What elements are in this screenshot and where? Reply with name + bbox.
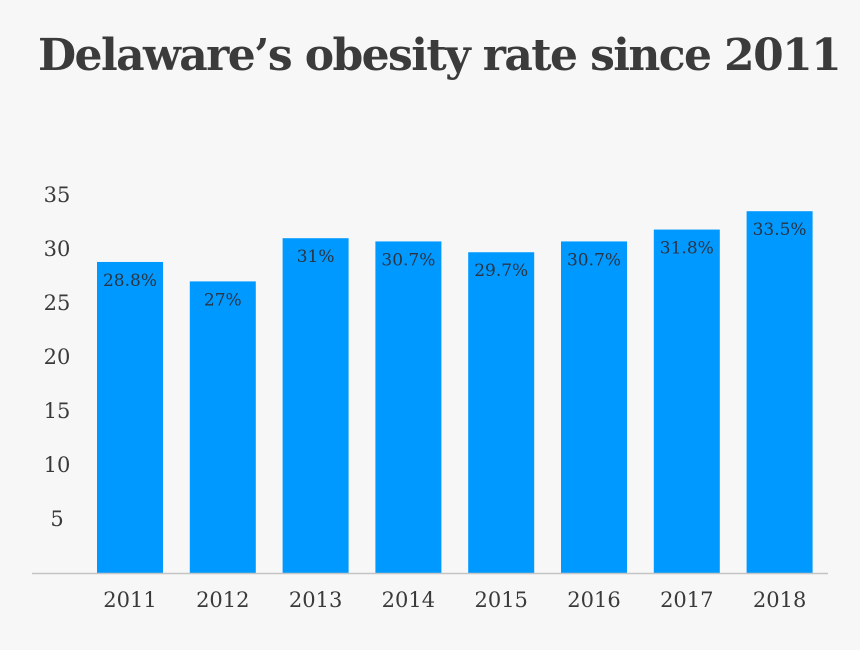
bar (561, 241, 627, 573)
x-tick-label: 2011 (103, 588, 156, 612)
y-tick-label: 5 (50, 507, 63, 531)
x-tick-label: 2018 (753, 588, 806, 612)
x-tick-label: 2013 (289, 588, 342, 612)
bar (375, 241, 442, 573)
y-axis-ticks: 5 10 15 20 25 30 35 (44, 183, 71, 531)
bar (468, 252, 535, 574)
y-tick-label: 35 (44, 183, 71, 207)
y-tick-label: 25 (44, 291, 71, 315)
bar (97, 261, 163, 573)
bars (97, 211, 813, 574)
bar-data-labels: 28.8% 27% 31% 30.7% 29.7% 30.7% 31.8% 33.5% (103, 220, 807, 310)
bar-data-label: 30.7% (381, 250, 435, 270)
bar-data-label: 28.8% (103, 271, 157, 291)
bar (653, 229, 720, 573)
bar (746, 211, 813, 573)
bar (189, 281, 256, 573)
bar-data-label: 31% (297, 247, 335, 267)
bar-data-label: 31.8% (660, 239, 714, 259)
bar-data-label: 27% (204, 290, 242, 310)
x-tick-label: 2014 (382, 588, 435, 612)
bar-data-label: 29.7% (474, 261, 528, 281)
bar (282, 238, 349, 573)
y-tick-label: 15 (44, 399, 71, 423)
x-axis-ticks: 2011 2012 2013 2014 2015 2016 2017 2018 (103, 588, 806, 612)
x-tick-label: 2015 (474, 588, 527, 612)
bar-data-label: 30.7% (567, 250, 621, 270)
x-tick-label: 2016 (567, 588, 620, 612)
chart-title: Delaware’s obesity rate since 2011 (38, 30, 842, 81)
y-tick-label: 30 (44, 237, 71, 261)
x-tick-label: 2017 (660, 588, 713, 612)
y-tick-label: 10 (44, 453, 71, 477)
bar-data-label: 33.5% (753, 220, 807, 240)
x-tick-label: 2012 (196, 588, 249, 612)
y-tick-label: 20 (44, 345, 71, 369)
